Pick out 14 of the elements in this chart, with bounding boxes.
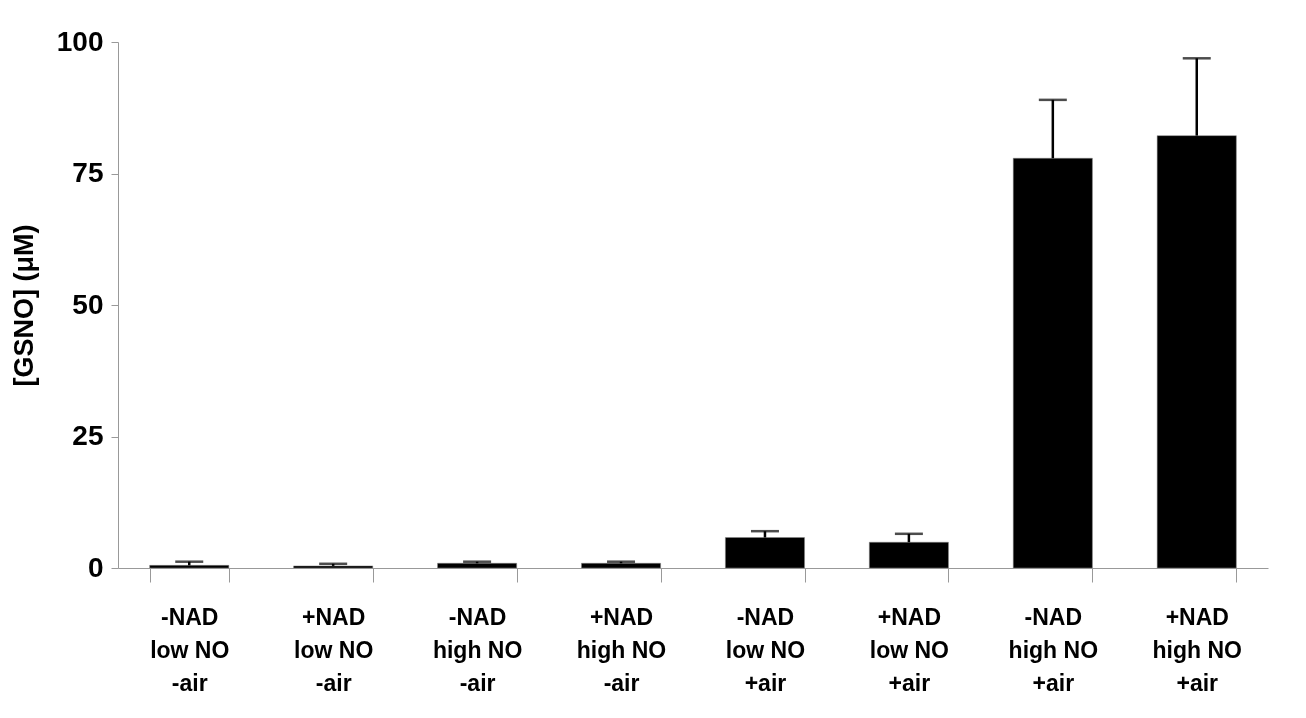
y-tick-label: 50: [72, 288, 104, 320]
x-tick-label: +NAD high NO +air: [1152, 603, 1242, 696]
y-tick-label: 0: [87, 551, 104, 583]
x-tick-label: -NAD low NO -air: [150, 603, 230, 696]
x-tick-label: -NAD high NO -air: [432, 603, 523, 696]
y-tick-label: 75: [72, 157, 104, 188]
x-tick-label: +NAD low NO +air: [869, 603, 950, 696]
x-tick-label: +NAD high NO -air: [576, 603, 667, 696]
x-tick-label: +NAD low NO -air: [294, 603, 374, 696]
y-axis-title: [GSNO] (μM): [8, 224, 39, 387]
y-tick-label: 100: [56, 25, 104, 57]
x-tick-label: -NAD high NO +air: [1008, 603, 1099, 696]
y-tick-label: 25: [72, 420, 104, 451]
x-tick-label: -NAD low NO +air: [725, 603, 806, 696]
